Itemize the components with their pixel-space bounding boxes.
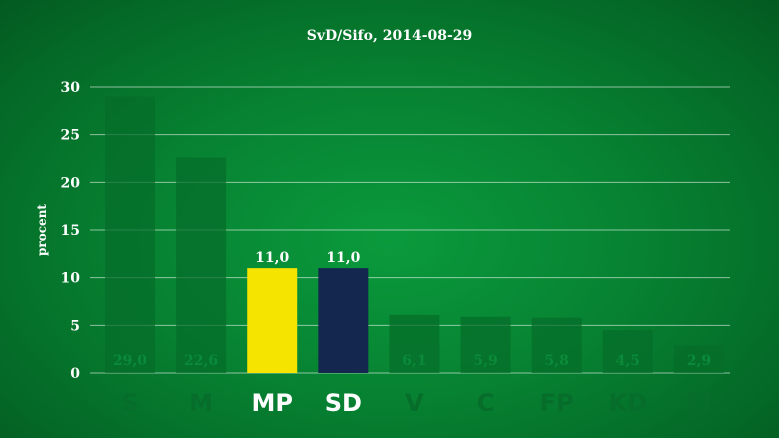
bar-fi bbox=[673, 345, 724, 373]
bar-v bbox=[389, 314, 440, 373]
value-labels: 29,0 22,6 11,0 11,0 6,1 5,9 5,8 4,5 2,9 bbox=[113, 250, 711, 369]
bar-fp bbox=[531, 317, 582, 373]
x-axis-ticks: S M MP SD V C FP KD FI bbox=[121, 389, 711, 417]
value-label-fp: 5,8 bbox=[544, 353, 568, 369]
y-tick-label: 30 bbox=[61, 80, 81, 96]
x-tick-label-fp: FP bbox=[540, 389, 574, 417]
y-tick-label: 0 bbox=[70, 366, 80, 382]
value-label-kd: 4,5 bbox=[616, 353, 640, 369]
value-label-fi: 2,9 bbox=[687, 353, 711, 369]
value-label-v: 6,1 bbox=[402, 353, 426, 369]
value-label-m: 22,6 bbox=[184, 353, 218, 369]
x-tick-label-kd: KD bbox=[609, 389, 648, 417]
y-tick-label: 15 bbox=[61, 223, 80, 239]
y-axis-ticks: 0 5 10 15 20 25 30 bbox=[61, 80, 81, 382]
y-tick-label: 5 bbox=[70, 318, 80, 334]
bar-kd bbox=[602, 330, 653, 373]
x-tick-label-c: C bbox=[477, 389, 495, 417]
bar-m bbox=[176, 157, 227, 373]
y-tick-label: 10 bbox=[61, 271, 81, 287]
x-tick-label-m: M bbox=[189, 389, 213, 417]
value-label-mp: 11,0 bbox=[255, 250, 289, 266]
bar-mp bbox=[247, 268, 298, 373]
x-tick-label-sd: SD bbox=[325, 389, 362, 417]
value-label-sd: 11,0 bbox=[326, 250, 360, 266]
bar-c bbox=[460, 316, 511, 373]
x-tick-label-v: V bbox=[405, 389, 424, 417]
x-tick-label-mp: MP bbox=[251, 389, 292, 417]
y-axis-label: procent bbox=[35, 204, 49, 256]
x-tick-label-fi: FI bbox=[686, 389, 711, 417]
y-tick-label: 20 bbox=[61, 175, 81, 191]
value-label-s: 29,0 bbox=[113, 353, 147, 369]
bar-s bbox=[105, 96, 155, 374]
y-tick-label: 25 bbox=[61, 128, 80, 144]
bar-sd bbox=[318, 268, 369, 373]
x-tick-label-s: S bbox=[121, 389, 138, 417]
chart-title: SvD/Sifo, 2014-08-29 bbox=[307, 28, 473, 44]
bars bbox=[105, 96, 724, 374]
value-label-c: 5,9 bbox=[473, 353, 497, 369]
